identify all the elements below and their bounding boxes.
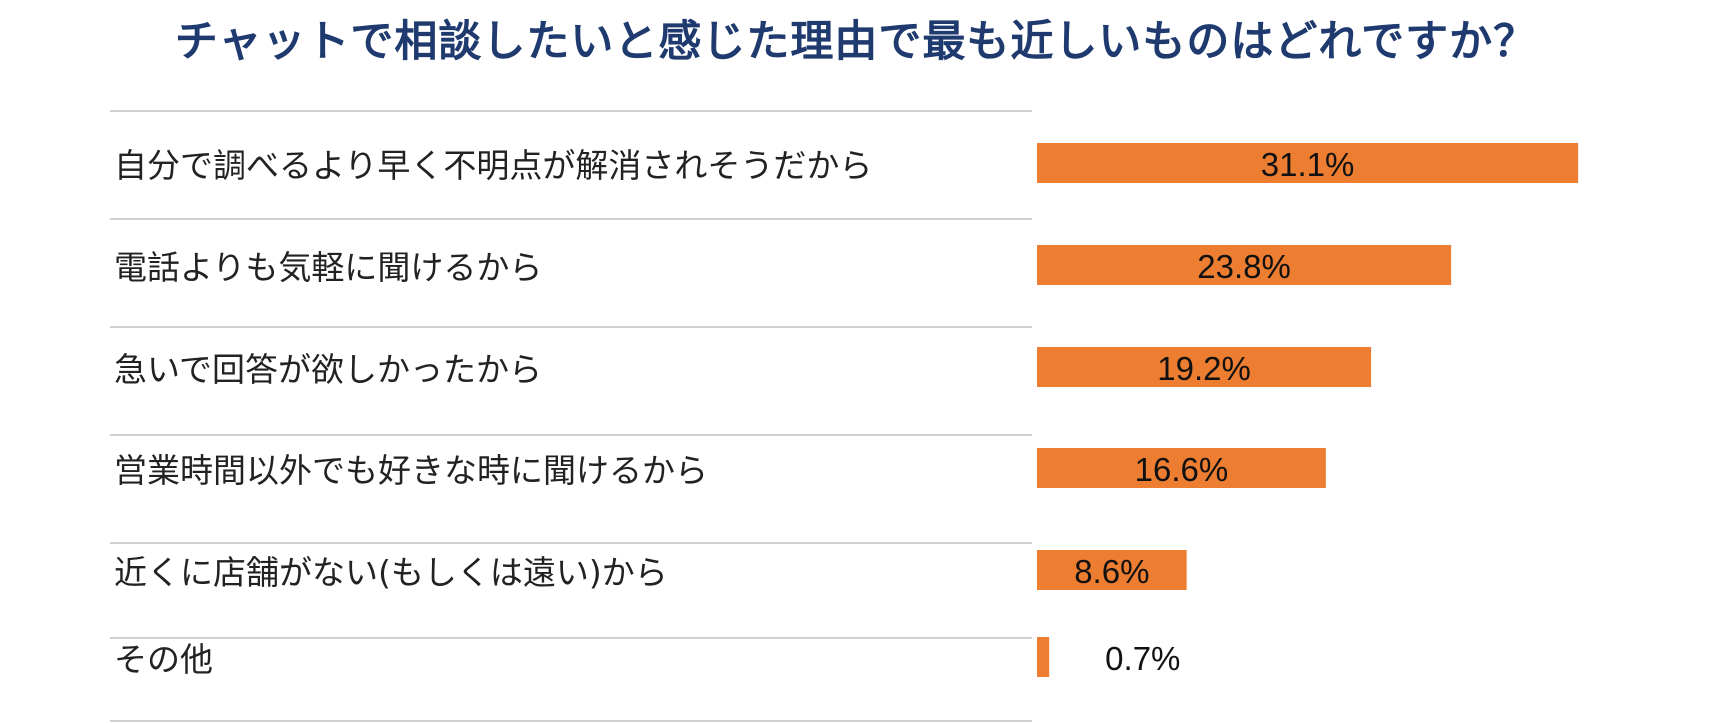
- chart-title: チャットで相談したいと感じた理由で最も近しいものはどれですか？: [174, 17, 1538, 67]
- category-label: 急いで回答が欲しかったから: [114, 350, 542, 389]
- category-label: 近くに店舗がない(もしくは遠い)から: [114, 553, 668, 592]
- bar: [1037, 550, 1187, 590]
- category-label: 電話よりも気軽に聞けるから: [114, 248, 542, 287]
- category-label: 営業時間以外でも好きな時に聞けるから: [114, 451, 708, 490]
- bar: [1037, 347, 1372, 387]
- category-label: その他: [114, 640, 213, 679]
- data-label: 31.1%: [1261, 146, 1355, 183]
- data-label: 8.6%: [1074, 553, 1149, 590]
- data-label: 0.7%: [1105, 640, 1180, 677]
- bar: [1037, 448, 1326, 488]
- data-label: 23.8%: [1197, 248, 1291, 285]
- data-label: 19.2%: [1157, 350, 1251, 387]
- data-label: 16.6%: [1135, 451, 1229, 488]
- bar: [1037, 637, 1050, 677]
- category-label: 自分で調べるより早く不明点が解消されそうだから: [114, 146, 872, 185]
- bar: [1037, 245, 1452, 285]
- bar: [1037, 143, 1579, 183]
